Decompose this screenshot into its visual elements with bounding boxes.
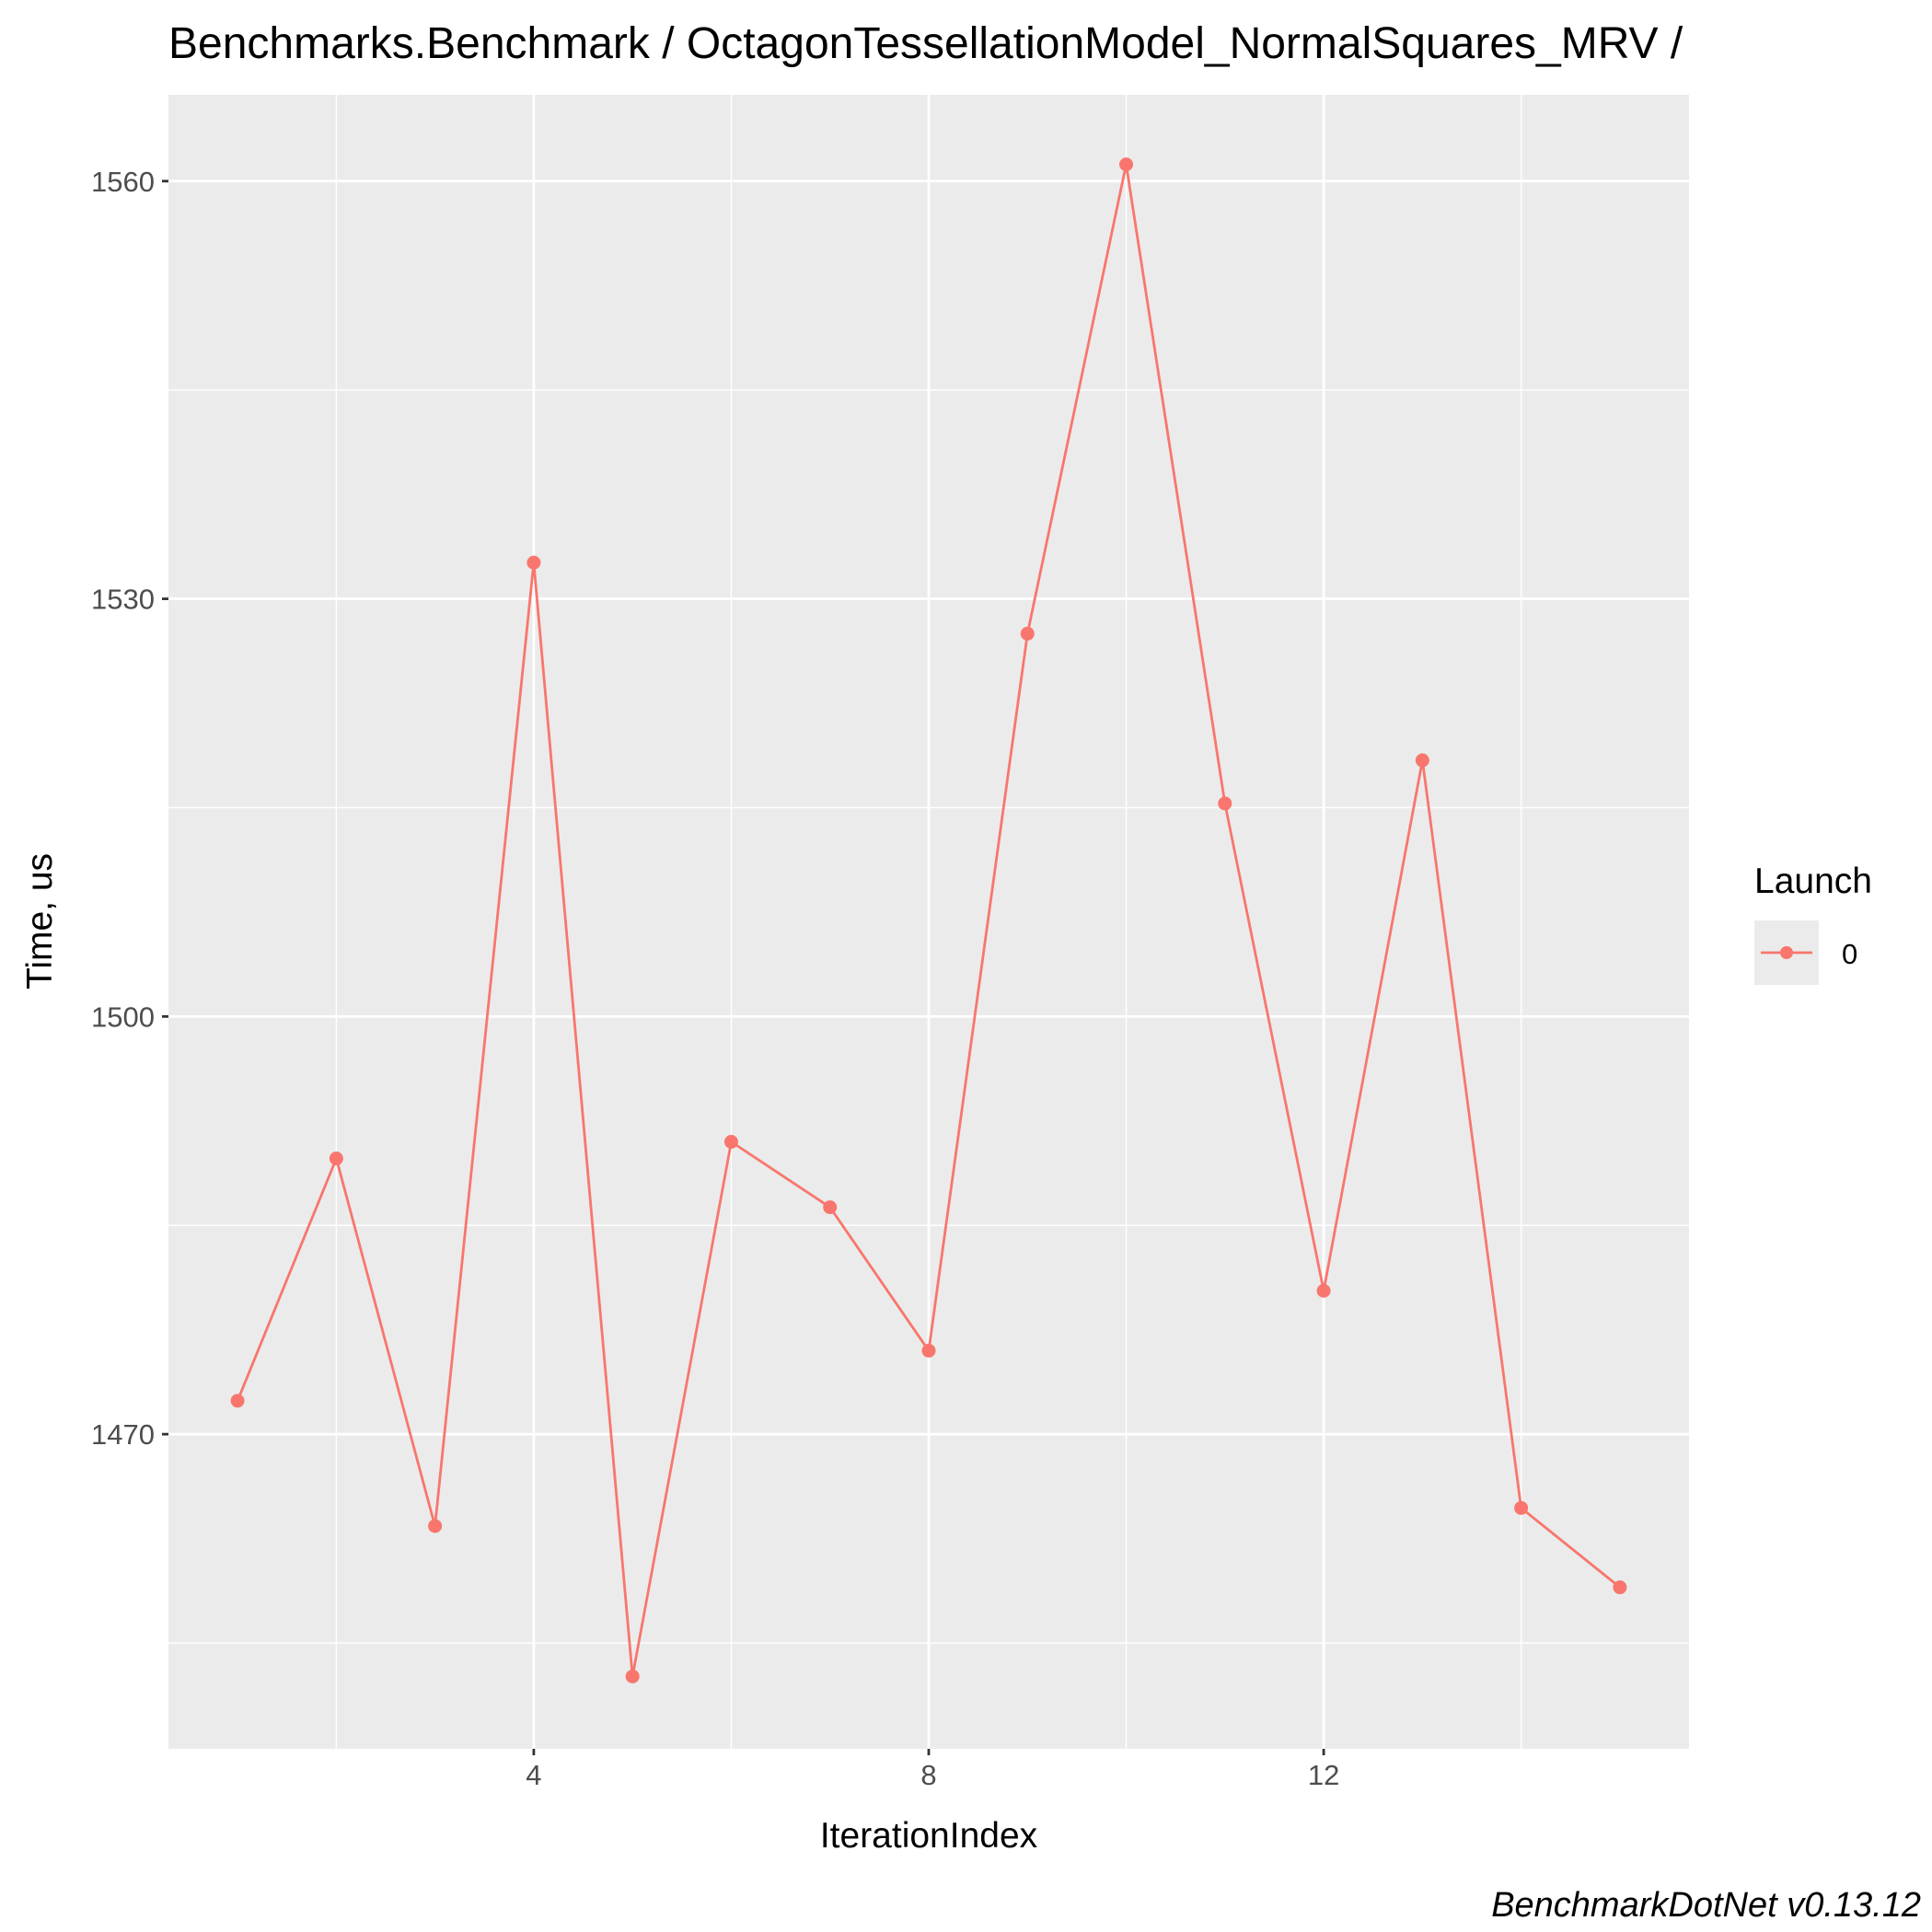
major-grid xyxy=(168,95,1689,1749)
x-axis-tick-labels: 4 8 12 xyxy=(526,1759,1339,1791)
x-tick-label: 12 xyxy=(1308,1759,1339,1791)
data-point xyxy=(1119,157,1134,172)
data-point xyxy=(230,1394,245,1408)
legend-label: 0 xyxy=(1842,938,1857,970)
legend-key-point xyxy=(1780,946,1793,959)
data-point xyxy=(1514,1500,1529,1515)
y-axis-ticks xyxy=(162,179,168,1436)
y-axis-title: Time, us xyxy=(20,853,60,989)
legend-title: Launch xyxy=(1754,862,1872,901)
data-point xyxy=(428,1519,443,1533)
chart-title: Benchmarks.Benchmark / OctagonTessellati… xyxy=(168,19,1683,68)
data-point xyxy=(1020,626,1035,641)
x-tick-label: 8 xyxy=(920,1759,936,1791)
x-axis-title: IterationIndex xyxy=(820,1816,1038,1856)
data-point xyxy=(823,1200,838,1215)
legend: Launch 0 xyxy=(1754,862,1872,985)
data-point xyxy=(1415,753,1429,768)
y-axis-tick-labels: 1470 1500 1530 1560 xyxy=(91,166,155,1451)
data-point xyxy=(625,1669,640,1683)
y-tick-label: 1500 xyxy=(91,1001,155,1033)
data-point xyxy=(526,555,541,570)
data-point xyxy=(1613,1580,1627,1595)
data-point xyxy=(329,1151,343,1166)
y-tick-label: 1470 xyxy=(91,1418,155,1451)
x-axis-ticks xyxy=(532,1749,1325,1755)
data-point xyxy=(921,1343,936,1358)
x-tick-label: 4 xyxy=(526,1759,541,1791)
series-layer xyxy=(230,157,1627,1683)
y-tick-label: 1560 xyxy=(91,166,155,198)
chart-caption: BenchmarkDotNet v0.13.12 xyxy=(1491,1886,1921,1925)
data-point xyxy=(1316,1283,1331,1298)
data-point xyxy=(1218,796,1232,811)
data-point xyxy=(723,1134,738,1149)
y-tick-label: 1530 xyxy=(91,584,155,616)
